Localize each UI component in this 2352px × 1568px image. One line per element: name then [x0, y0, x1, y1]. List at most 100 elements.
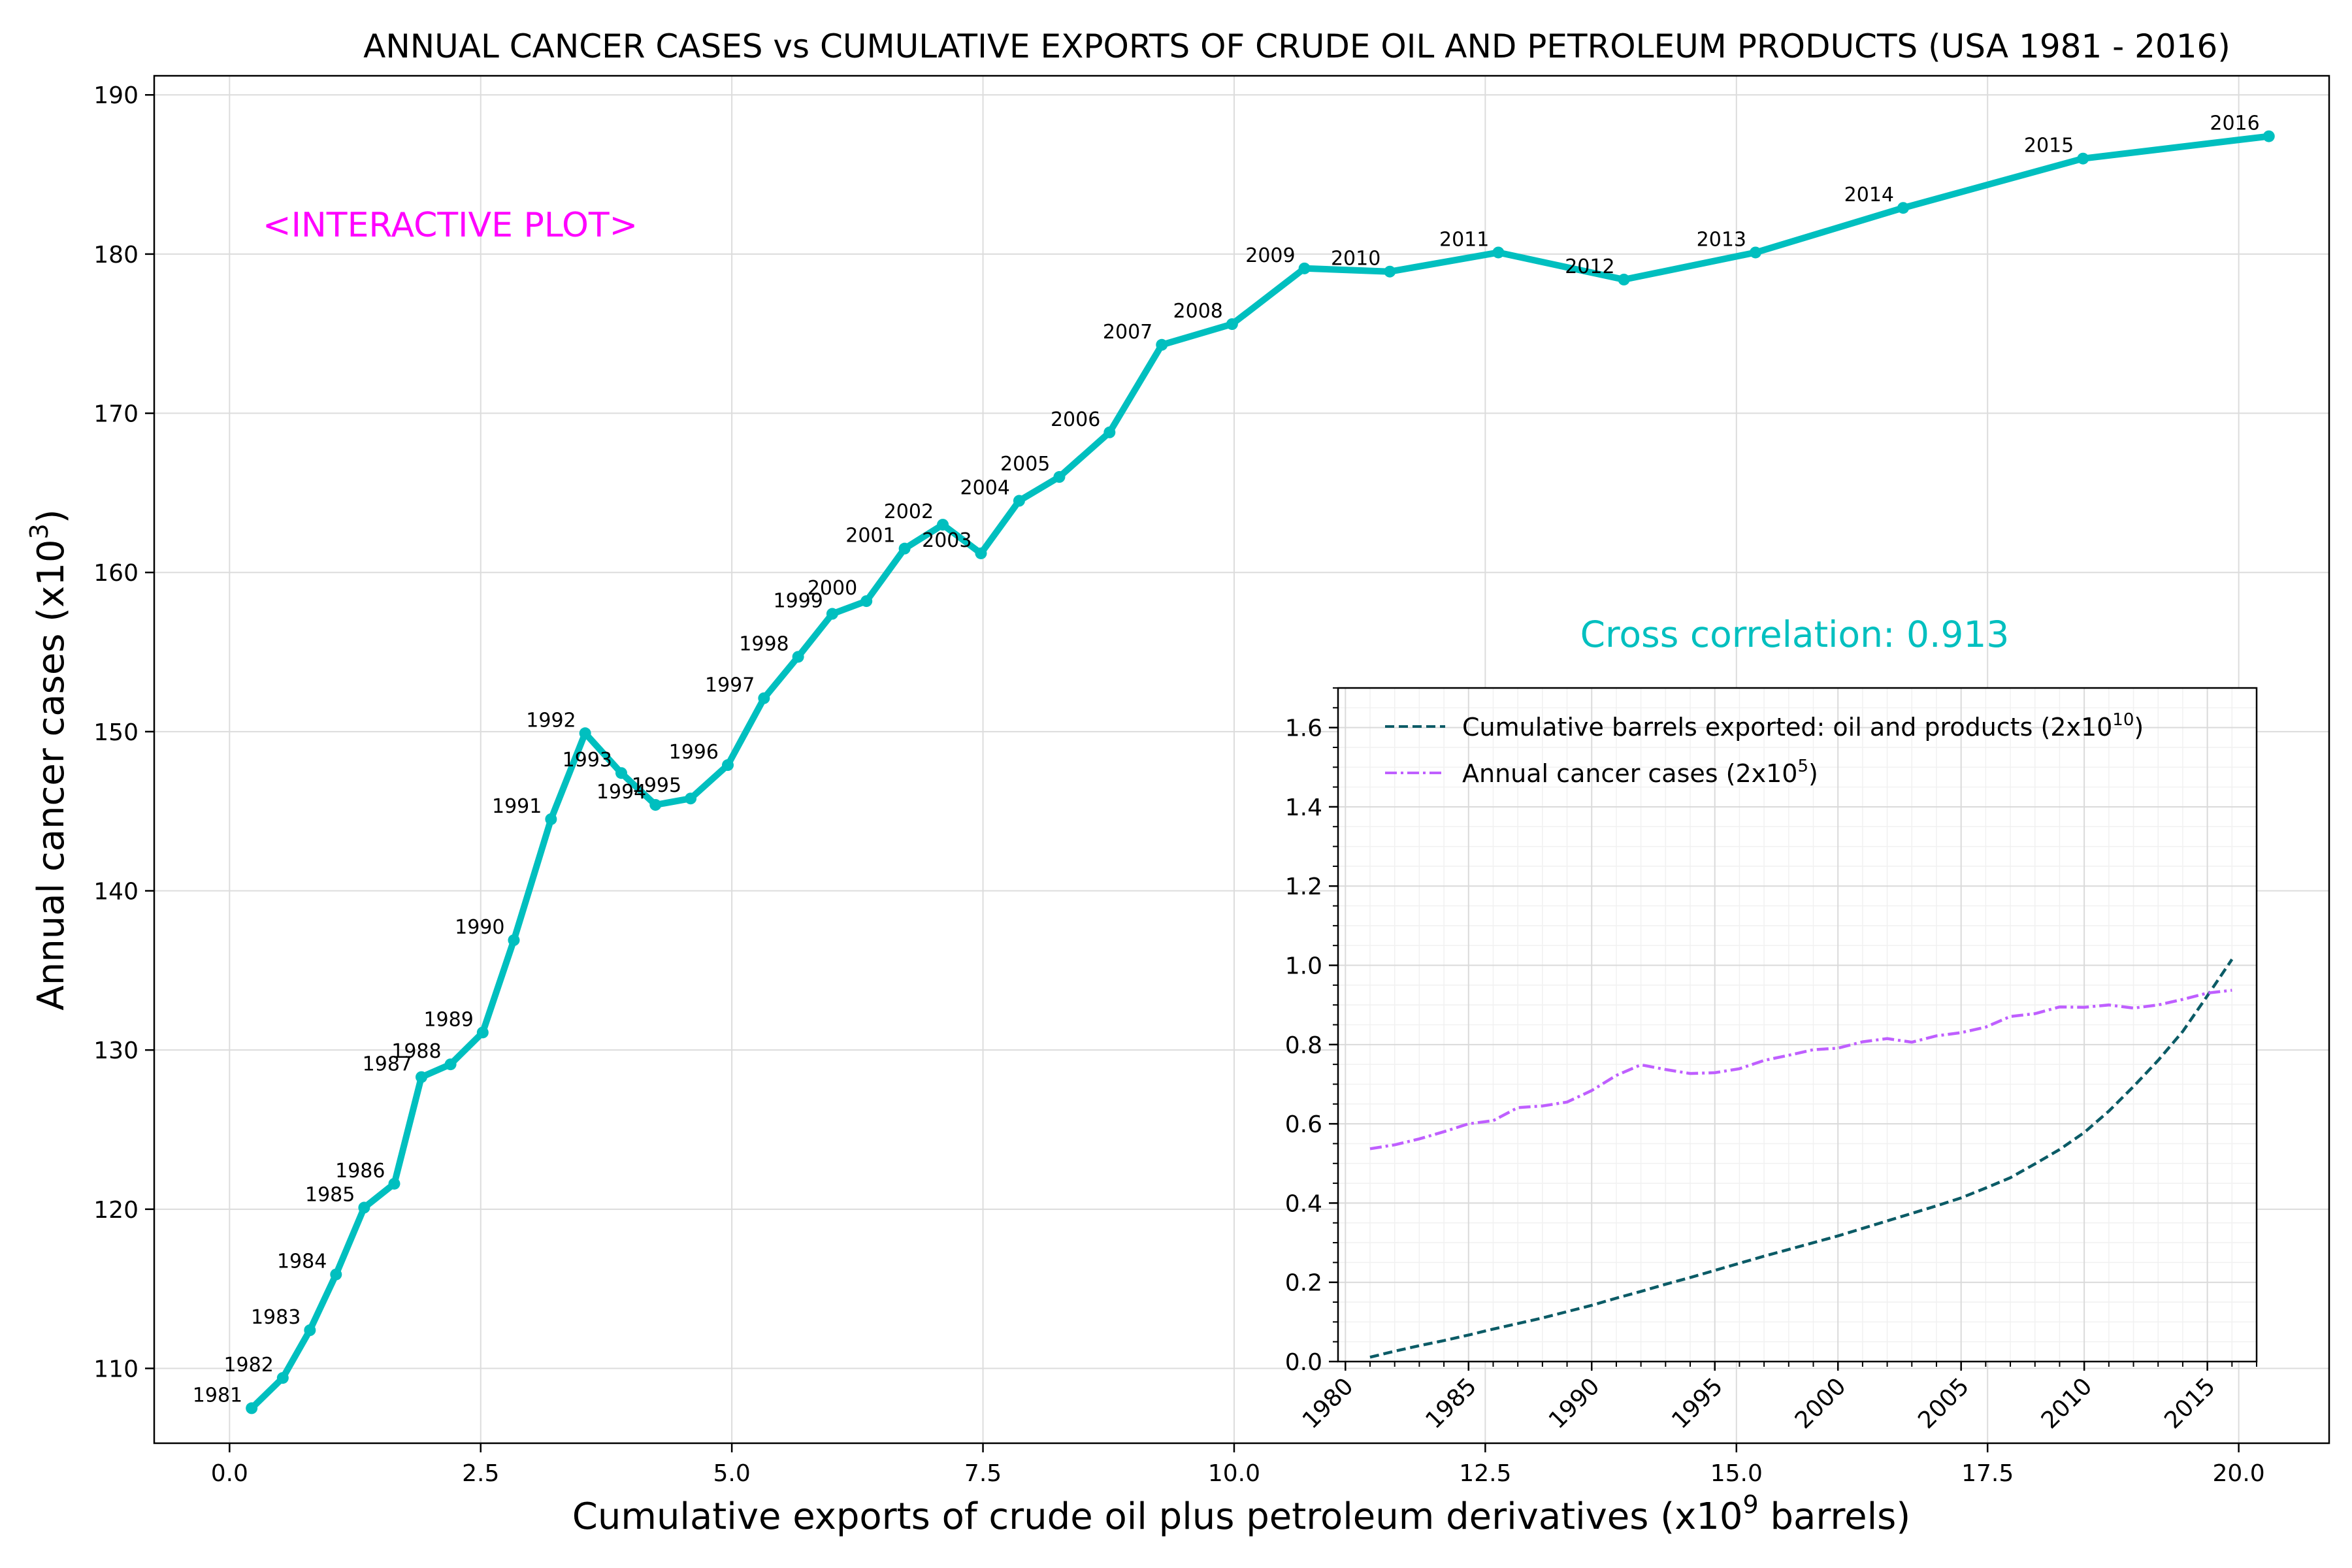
data-point-label: 2011 — [1439, 228, 1489, 251]
main-ticks: 0.0 2.5 5.0 7.5 10.0 12.5 15.0 17.5 20.0 110 120 13… — [93, 82, 2264, 1487]
main-annotation: <INTERACTIVE PLOT> — [263, 206, 638, 245]
inset-plot-frame — [1337, 687, 2258, 1363]
data-point-label: 2010 — [1331, 248, 1380, 270]
data-point-label: 2015 — [2024, 135, 2074, 157]
main-x-tick-label: 5.0 — [713, 1460, 751, 1487]
data-point-label: 1996 — [669, 741, 719, 764]
data-point — [758, 692, 770, 704]
data-point-label: 1999 — [774, 590, 823, 613]
data-point-label: 1989 — [423, 1008, 473, 1031]
main-plot-frame — [153, 74, 2330, 1445]
data-point-label: 2000 — [808, 577, 857, 600]
data-point — [545, 813, 557, 825]
data-point-label: 1981 — [193, 1384, 242, 1407]
data-point-label: 2002 — [884, 500, 934, 523]
data-point — [2077, 152, 2089, 165]
main-y-tick-label: 170 — [93, 401, 139, 428]
data-point — [388, 1177, 400, 1190]
data-point — [1750, 246, 1762, 259]
inset-y-tick-label: 1.0 — [1285, 953, 1322, 980]
data-point — [975, 547, 987, 559]
data-point-label: 1995 — [632, 774, 681, 797]
main-x-tick-label: 20.0 — [2213, 1460, 2265, 1487]
inset-y-tick-label: 1.4 — [1285, 794, 1322, 821]
data-point — [1103, 426, 1116, 438]
data-point — [1618, 273, 1630, 286]
data-point — [416, 1071, 428, 1083]
main-y-tick-label: 150 — [93, 719, 139, 746]
inset-series-cancer — [1369, 988, 2232, 1151]
data-point — [2262, 130, 2275, 142]
data-point-label: 1994 — [596, 781, 646, 804]
data-point-label: 2001 — [845, 525, 895, 547]
main-x-tick-label: 17.5 — [1961, 1460, 2014, 1487]
data-point-label: 1998 — [739, 632, 789, 655]
data-point — [1298, 262, 1311, 274]
main-y-tick-label: 130 — [93, 1037, 139, 1064]
correlation-text: Cross correlation: 0.913 — [1580, 613, 2010, 655]
inset-plot: 1980 1985 1990 1995 2000 2005 2010 20150.00.20.… — [1285, 687, 2258, 1434]
data-point-label: 2005 — [1000, 453, 1050, 476]
data-point-label: 1983 — [251, 1306, 301, 1329]
data-point-label: 2006 — [1051, 408, 1100, 431]
data-point — [898, 542, 911, 555]
inset-y-tick-label: 1.2 — [1285, 874, 1322, 900]
data-point — [304, 1324, 316, 1337]
main-y-tick-label: 180 — [93, 242, 139, 269]
data-point — [444, 1058, 457, 1071]
data-point — [615, 767, 628, 779]
data-point-label: 2014 — [1844, 184, 1894, 206]
data-point-label: 2003 — [922, 529, 972, 552]
data-point-label: 2013 — [1697, 228, 1746, 251]
data-point — [937, 519, 949, 531]
inset-series-exports — [1369, 958, 2234, 1359]
data-point — [860, 595, 873, 608]
data-point-label: 1984 — [277, 1250, 327, 1273]
data-point-label: 2004 — [960, 477, 1010, 500]
x-axis-label-sup: 9 — [1742, 1490, 1758, 1519]
inset-y-tick-label: 1.6 — [1285, 715, 1322, 742]
legend-label-exports: Cumulative barrels exported: oil and pro… — [1462, 710, 2144, 742]
main-y-tick-label: 110 — [93, 1356, 139, 1382]
data-point-label: 2008 — [1173, 300, 1223, 323]
data-point — [1226, 318, 1238, 331]
data-point — [579, 727, 591, 740]
main-x-tick-label: 12.5 — [1459, 1460, 1511, 1487]
data-point — [276, 1372, 289, 1384]
data-point-label: 1987 — [363, 1053, 412, 1076]
data-point — [1053, 471, 1066, 483]
data-point-label: 1993 — [563, 749, 612, 772]
inset-y-tick-label: 0.4 — [1285, 1190, 1322, 1217]
main-x-tick-label: 2.5 — [462, 1460, 499, 1487]
data-point — [1492, 246, 1505, 259]
data-point — [246, 1402, 258, 1414]
data-point — [1156, 338, 1168, 351]
inset-y-tick-label: 0.2 — [1285, 1270, 1322, 1297]
main-series-line — [248, 133, 2272, 1412]
data-point-label: 2009 — [1245, 244, 1295, 267]
data-point-label: 1990 — [455, 916, 504, 939]
data-point — [1013, 495, 1025, 507]
data-point-label: 1988 — [391, 1040, 441, 1063]
main-series — [248, 133, 2272, 1412]
main-y-tick-label: 190 — [93, 82, 139, 109]
data-point — [330, 1268, 342, 1281]
data-point — [792, 651, 804, 663]
main-y-tick-label: 140 — [93, 879, 139, 906]
data-point-label: 1982 — [223, 1354, 273, 1377]
y-axis-label-sup: 3 — [25, 523, 54, 539]
main-x-tick-label: 15.0 — [1710, 1460, 1763, 1487]
main-point-labels: 1981198219831984198519861987198819891990… — [193, 112, 2260, 1407]
x-axis-label: Cumulative exports of crude oil plus pet… — [572, 1490, 1910, 1538]
inset-y-tick-label: 0.0 — [1285, 1349, 1322, 1376]
data-point-label: 2012 — [1565, 255, 1614, 278]
main-x-tick-label: 0.0 — [211, 1460, 248, 1487]
main-points — [246, 130, 2275, 1414]
inset-y-tick-label: 0.6 — [1285, 1111, 1322, 1138]
data-point — [358, 1201, 370, 1214]
data-point-label: 1997 — [705, 674, 755, 697]
data-point-label: 1986 — [335, 1160, 385, 1183]
data-point — [685, 792, 697, 805]
data-point — [508, 934, 520, 947]
